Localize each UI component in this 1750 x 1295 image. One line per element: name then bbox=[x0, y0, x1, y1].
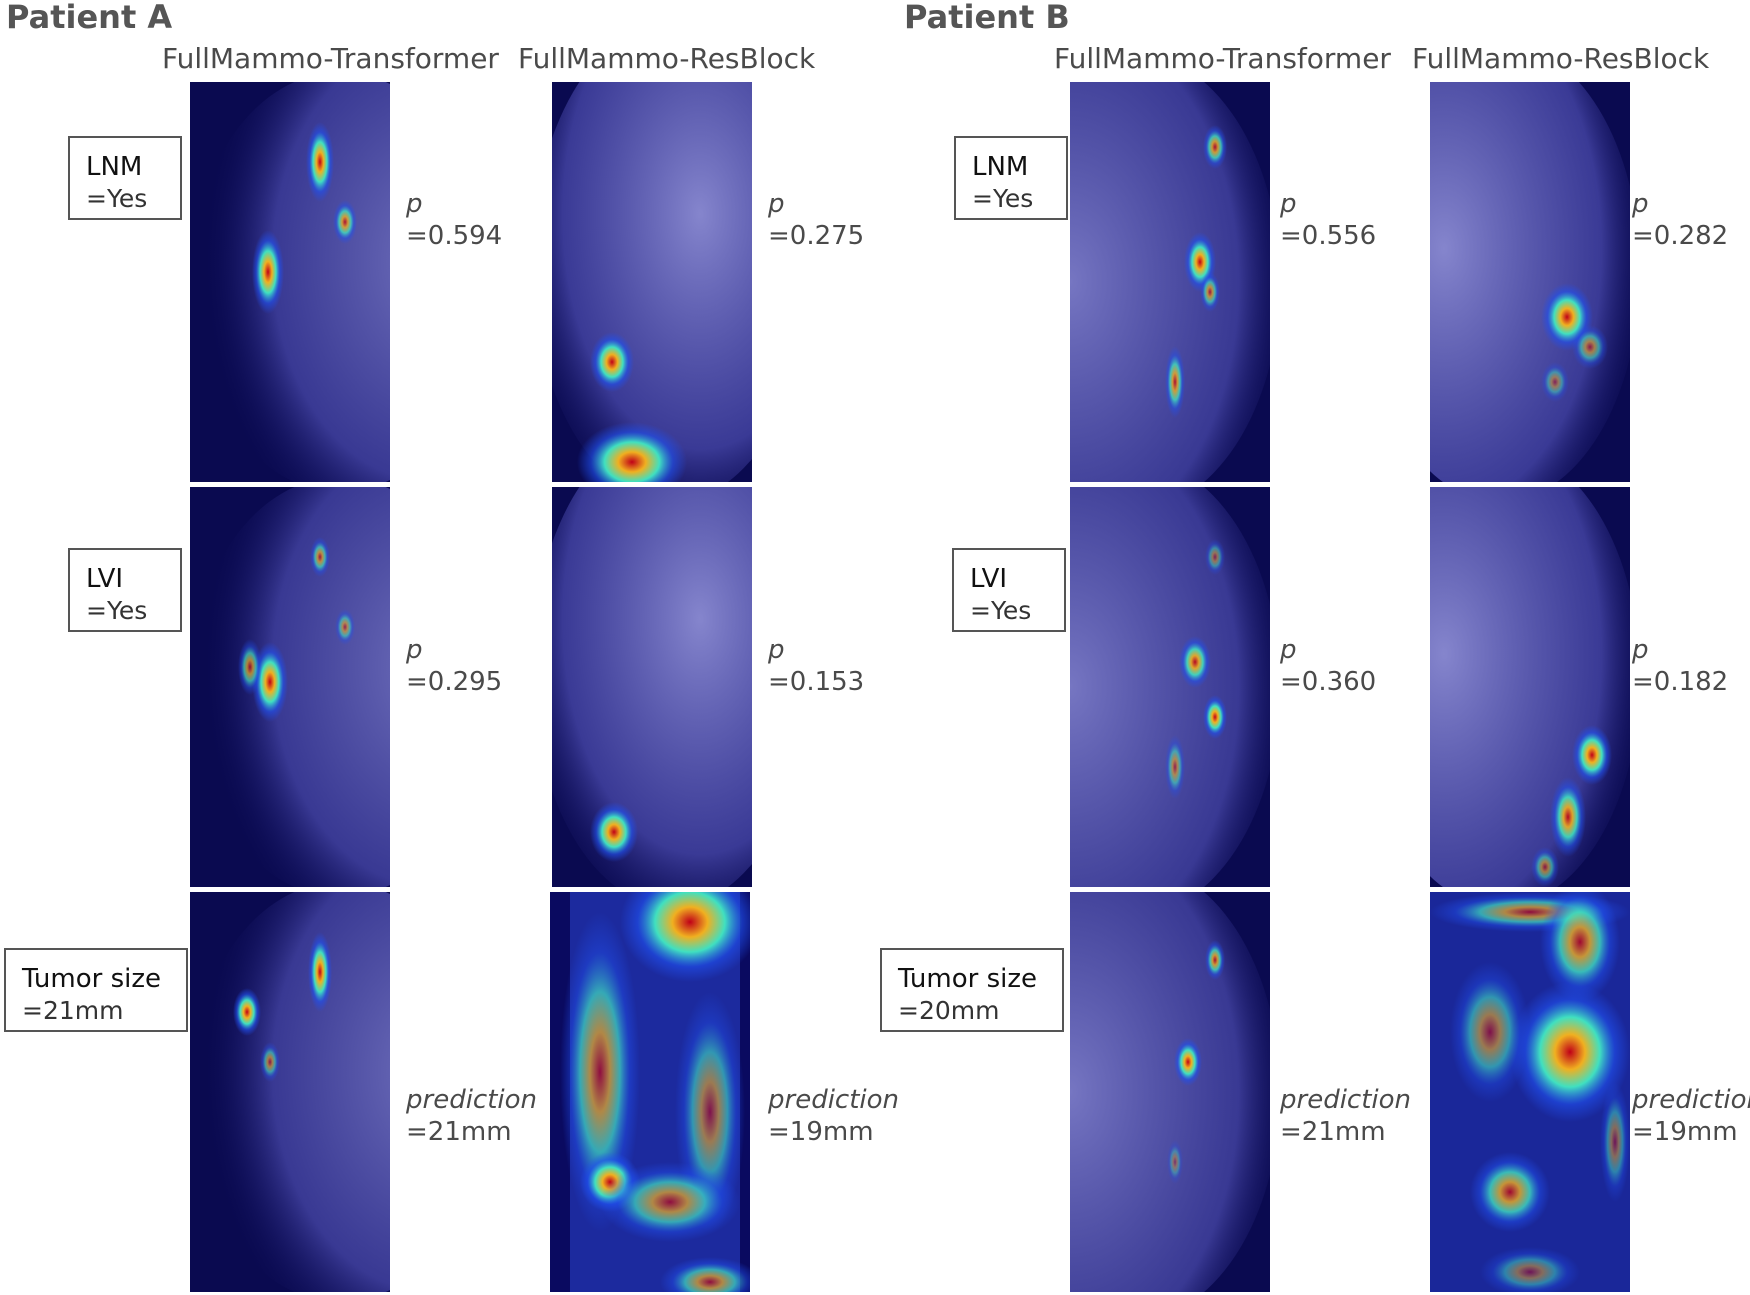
value-key: p bbox=[1280, 635, 1297, 665]
heatmap-scan bbox=[1070, 487, 1270, 887]
heatmap-scan bbox=[1430, 82, 1630, 482]
patient-b-col-transformer: FullMammo-Transformer bbox=[1054, 42, 1391, 75]
heatmap-scan bbox=[190, 487, 390, 887]
patient-a-lvi-label: LVI =Yes bbox=[68, 548, 182, 632]
patient-a-col-resblock: FullMammo-ResBlock bbox=[518, 42, 816, 75]
label-name: LNM bbox=[972, 152, 1029, 182]
patient-b-size-transformer-value: prediction =21mm bbox=[1280, 1084, 1411, 1148]
patient-a-lnm-transformer-value: p =0.594 bbox=[406, 188, 502, 252]
value-number: =0.153 bbox=[768, 667, 865, 697]
label-name: LNM bbox=[86, 152, 143, 182]
value-key: p bbox=[768, 635, 785, 665]
patient-a-title: Patient A bbox=[6, 0, 173, 36]
heatmap-scan bbox=[552, 487, 752, 887]
heatmap-scan bbox=[1070, 892, 1270, 1292]
value-key: prediction bbox=[1632, 1085, 1750, 1115]
patient-b-tumor-size-label: Tumor size =20mm bbox=[880, 948, 1064, 1032]
patient-a-size-transformer-value: prediction =21mm bbox=[406, 1084, 537, 1148]
value-number: =0.275 bbox=[768, 221, 865, 251]
patient-b-col-resblock: FullMammo-ResBlock bbox=[1412, 42, 1710, 75]
patient-b-lnm-label: LNM =Yes bbox=[954, 136, 1068, 220]
value-key: prediction bbox=[1280, 1085, 1412, 1115]
heatmap-scan bbox=[1070, 82, 1270, 482]
value-key: p bbox=[1632, 189, 1649, 219]
patient-b-size-resblock-value: prediction =19mm bbox=[1632, 1084, 1750, 1148]
patient-a-lvi-transformer-value: p =0.295 bbox=[406, 634, 502, 698]
patient-b-lvi-resblock-value: p =0.182 bbox=[1632, 634, 1728, 698]
value-key: p bbox=[1280, 189, 1297, 219]
value-key: p bbox=[406, 635, 423, 665]
patient-b-lvi-label: LVI =Yes bbox=[952, 548, 1066, 632]
heatmap-scan bbox=[550, 892, 750, 1292]
value-number: =0.295 bbox=[406, 667, 503, 697]
label-value: =Yes bbox=[86, 184, 148, 213]
heatmap-scan bbox=[1430, 892, 1630, 1292]
value-number: =21mm bbox=[406, 1117, 512, 1147]
value-key: prediction bbox=[768, 1085, 900, 1115]
heatmap-scan bbox=[190, 892, 390, 1292]
label-value: =Yes bbox=[970, 596, 1032, 625]
patient-a-lnm-resblock-value: p =0.275 bbox=[768, 188, 864, 252]
patient-a-lnm-label: LNM =Yes bbox=[68, 136, 182, 220]
patient-b-title: Patient B bbox=[904, 0, 1070, 36]
label-value: =20mm bbox=[898, 996, 1000, 1025]
heatmap-scan bbox=[190, 82, 390, 482]
value-number: =19mm bbox=[768, 1117, 874, 1147]
patient-a-size-resblock-value: prediction =19mm bbox=[768, 1084, 899, 1148]
label-name: LVI bbox=[970, 564, 1008, 594]
label-value: =Yes bbox=[86, 596, 148, 625]
value-number: =0.594 bbox=[406, 221, 503, 251]
value-number: =19mm bbox=[1632, 1117, 1738, 1147]
heatmap-scan bbox=[552, 82, 752, 482]
value-key: p bbox=[1632, 635, 1649, 665]
label-name: LVI bbox=[86, 564, 124, 594]
patient-a-tumor-size-label: Tumor size =21mm bbox=[4, 948, 188, 1032]
heatmap-scan bbox=[1430, 487, 1630, 887]
value-key: p bbox=[768, 189, 785, 219]
value-number: =0.182 bbox=[1632, 667, 1729, 697]
patient-b-lnm-transformer-value: p =0.556 bbox=[1280, 188, 1376, 252]
label-value: =21mm bbox=[22, 996, 124, 1025]
label-name: Tumor size bbox=[22, 964, 162, 994]
value-key: prediction bbox=[406, 1085, 538, 1115]
patient-b-lvi-transformer-value: p =0.360 bbox=[1280, 634, 1376, 698]
label-name: Tumor size bbox=[898, 964, 1038, 994]
value-key: p bbox=[406, 189, 423, 219]
value-number: =21mm bbox=[1280, 1117, 1386, 1147]
patient-a-lvi-resblock-value: p =0.153 bbox=[768, 634, 864, 698]
patient-b-lnm-resblock-value: p =0.282 bbox=[1632, 188, 1728, 252]
value-number: =0.360 bbox=[1280, 667, 1377, 697]
value-number: =0.282 bbox=[1632, 221, 1729, 251]
patient-a-col-transformer: FullMammo-Transformer bbox=[162, 42, 499, 75]
value-number: =0.556 bbox=[1280, 221, 1377, 251]
label-value: =Yes bbox=[972, 184, 1034, 213]
